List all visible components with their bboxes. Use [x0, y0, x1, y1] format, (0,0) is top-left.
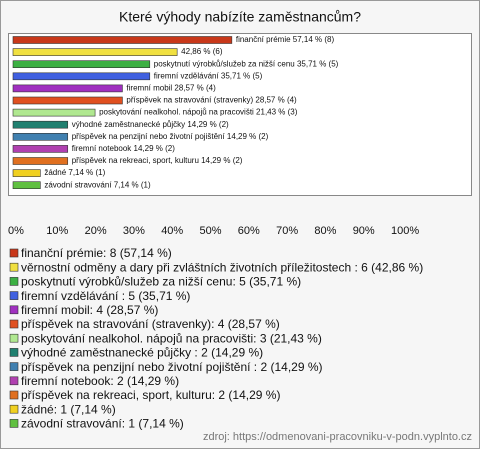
legend-label: závodní stravování: 1 (7,14 %) [21, 417, 184, 431]
x-tick-label: 30% [123, 225, 145, 237]
bar [12, 120, 69, 129]
x-tick-label: 10% [46, 225, 68, 237]
x-tick-label: 60% [238, 225, 260, 237]
legend-swatch [9, 291, 19, 300]
x-tick-label: 70% [276, 225, 298, 237]
bar-label: firemní mobil 28,57 % (4) [126, 84, 216, 93]
legend-swatch [9, 305, 19, 315]
legend-swatch [9, 362, 19, 371]
legend-swatch [9, 262, 19, 272]
bar-label: příspěvek na rekreaci, sport, kulturu 14… [72, 156, 243, 165]
x-tick-label: 40% [161, 225, 183, 237]
bar [12, 157, 69, 165]
legend-swatch [9, 390, 19, 400]
bar [12, 108, 96, 117]
x-tick-label: 80% [314, 225, 336, 237]
bar [12, 60, 151, 69]
legend-swatch [9, 376, 19, 386]
bar [12, 48, 178, 56]
legend-label: poskytnutí výrobků/služeb za nižší cenu:… [21, 275, 301, 289]
legend-label: příspěvek na rekreaci, sport, kulturu: 2… [21, 388, 280, 402]
x-tick-label: 100% [391, 225, 419, 237]
legend-swatch [9, 419, 19, 428]
legend-swatch [9, 277, 19, 286]
source: zdroj: https://odmenovani-pracovniku-v-p… [203, 431, 472, 443]
legend-label: finanční prémie: 8 (57,14 %) [21, 246, 172, 260]
bar-label: příspěvek na stravování (stravenky) 28,5… [126, 96, 297, 105]
bar-label: firemní vzdělávání 35,71 % (5) [154, 71, 263, 80]
bar-label: příspěvek na penzijní nebo životní pojiš… [72, 132, 269, 141]
legend-label: firemní notebook: 2 (14,29 %) [21, 374, 179, 388]
legend-swatch [9, 333, 19, 343]
legend-label: věrnostní odměny a dary při zvláštních ž… [21, 260, 423, 274]
legend-swatch [9, 319, 19, 329]
bar [12, 84, 123, 93]
x-tick-label: 90% [353, 225, 375, 237]
legend-swatch [9, 248, 19, 258]
legend-label: výhodné zaměstnanecké půjčky : 2 (14,29 … [21, 346, 263, 360]
bar-label: firemní notebook 14,29 % (2) [72, 144, 176, 153]
legend-swatch [9, 404, 19, 414]
bar [12, 133, 69, 141]
bar [12, 72, 151, 81]
legend-label: příspěvek na stravování (stravenky): 4 (… [21, 317, 280, 331]
bar-label: závodní stravování 7,14 % (1) [44, 180, 151, 189]
bar [12, 145, 69, 153]
bar [12, 96, 123, 105]
x-tick-label: 50% [200, 225, 222, 237]
bar-label: finanční prémie 57,14 % (8) [236, 35, 335, 44]
bar-label: poskytnutí výrobků/služeb za nižší cenu … [154, 59, 339, 68]
bar-label: žádné 7,14 % (1) [44, 168, 105, 177]
legend-label: firemní vzdělávání : 5 (35,71 %) [21, 289, 190, 303]
x-tick-label: 20% [85, 225, 107, 237]
legend-label: poskytování nealkohol. nápojů na pracovi… [21, 331, 322, 345]
bar [12, 181, 41, 189]
x-tick-label: 0% [8, 225, 24, 237]
bar-label: výhodné zaměstnanecké půjčky 14,29 % (2) [72, 120, 229, 129]
legend-label: firemní mobil: 4 (28,57 %) [21, 303, 158, 317]
legend-label: příspěvek na penzijní nebo životní pojiš… [21, 360, 323, 374]
legend-label: žádné: 1 (7,14 %) [21, 402, 116, 416]
legend-swatch [9, 348, 19, 357]
bar-label: poskytování nealkohol. nápojů na pracovi… [99, 108, 298, 117]
bar [12, 169, 41, 177]
bar-label: 42,86 % (6) [181, 47, 223, 56]
bar [12, 36, 233, 44]
chart-title: Které výhody nabízíte zaměstnancům? [119, 9, 361, 25]
